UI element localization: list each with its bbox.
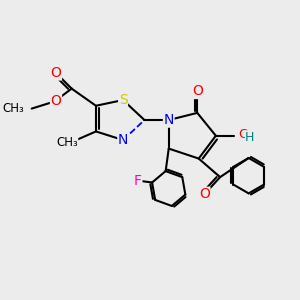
Text: F: F bbox=[134, 174, 142, 188]
Text: CH₃: CH₃ bbox=[56, 136, 78, 149]
Text: N: N bbox=[164, 113, 174, 127]
Text: O: O bbox=[192, 85, 203, 98]
Text: O: O bbox=[238, 128, 248, 141]
Text: O: O bbox=[199, 187, 210, 201]
Text: H: H bbox=[245, 131, 255, 144]
Text: O: O bbox=[50, 66, 62, 80]
Text: CH₃: CH₃ bbox=[3, 102, 25, 115]
Text: S: S bbox=[119, 93, 128, 107]
Text: O: O bbox=[50, 94, 62, 109]
Text: N: N bbox=[118, 133, 128, 147]
